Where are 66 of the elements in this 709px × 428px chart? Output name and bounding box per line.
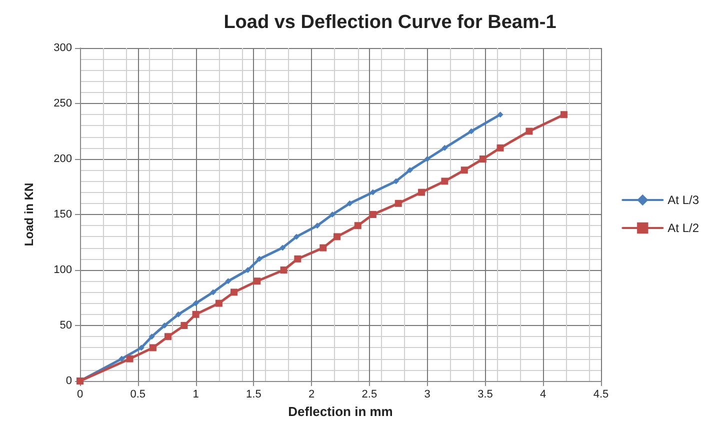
point bbox=[294, 255, 302, 262]
x-axis-title: Deflection in mm bbox=[288, 404, 393, 419]
point bbox=[370, 189, 376, 196]
point bbox=[320, 244, 327, 252]
point bbox=[149, 344, 156, 352]
point bbox=[418, 188, 426, 196]
x-tick-label: 3.5 bbox=[478, 388, 493, 400]
point bbox=[280, 244, 286, 251]
point bbox=[424, 156, 430, 162]
point bbox=[497, 112, 504, 118]
point bbox=[192, 310, 200, 318]
point bbox=[180, 322, 188, 329]
point bbox=[442, 144, 448, 151]
y-tick-label: 200 bbox=[54, 153, 72, 165]
point bbox=[294, 234, 300, 240]
point bbox=[254, 278, 261, 285]
point bbox=[369, 211, 376, 218]
point bbox=[225, 278, 232, 284]
legend-label: At L/3 bbox=[668, 193, 700, 207]
point bbox=[215, 300, 222, 307]
point bbox=[175, 311, 182, 318]
y-tick-label: 250 bbox=[54, 98, 72, 110]
point bbox=[526, 128, 533, 135]
point bbox=[126, 355, 134, 362]
point bbox=[256, 256, 262, 262]
point bbox=[148, 334, 155, 340]
x-tick-label: 4 bbox=[540, 388, 546, 400]
point bbox=[118, 356, 125, 362]
y-tick-label: 100 bbox=[54, 264, 72, 276]
point bbox=[192, 300, 199, 306]
y-tick-label: 50 bbox=[60, 320, 72, 332]
point bbox=[334, 233, 341, 240]
x-tick-label: 2.5 bbox=[362, 388, 378, 400]
point bbox=[560, 111, 568, 118]
point bbox=[210, 289, 216, 296]
point bbox=[394, 200, 402, 207]
point bbox=[441, 178, 448, 185]
chart-title: Load vs Deflection Curve for Beam-1 bbox=[224, 12, 557, 33]
y-tick-label: 300 bbox=[54, 42, 72, 54]
point bbox=[280, 266, 288, 274]
point bbox=[244, 267, 251, 273]
y-axis-title: Load in KN bbox=[22, 182, 36, 246]
point bbox=[406, 167, 413, 174]
x-tick-label: 1 bbox=[192, 388, 199, 400]
x-tick-label: 0 bbox=[76, 388, 84, 400]
point bbox=[479, 156, 486, 162]
point bbox=[164, 333, 172, 340]
y-tick-label: 150 bbox=[54, 208, 72, 220]
legend-label: At L/2 bbox=[668, 221, 700, 235]
point bbox=[162, 322, 168, 328]
point bbox=[393, 178, 400, 184]
x-tick-label: 1.5 bbox=[246, 388, 262, 400]
point bbox=[460, 166, 468, 174]
point bbox=[230, 288, 238, 296]
x-tick-label: 3 bbox=[424, 388, 430, 400]
point bbox=[496, 144, 504, 152]
x-tick-label: 4.5 bbox=[593, 388, 609, 400]
point bbox=[468, 128, 474, 134]
x-tick-label: 0.5 bbox=[130, 388, 146, 400]
y-tick-label: 0 bbox=[66, 375, 72, 387]
x-tick-label: 2 bbox=[308, 388, 315, 400]
point bbox=[138, 344, 144, 351]
point bbox=[354, 222, 362, 230]
point bbox=[346, 200, 353, 206]
point bbox=[329, 212, 336, 218]
point bbox=[314, 222, 320, 229]
